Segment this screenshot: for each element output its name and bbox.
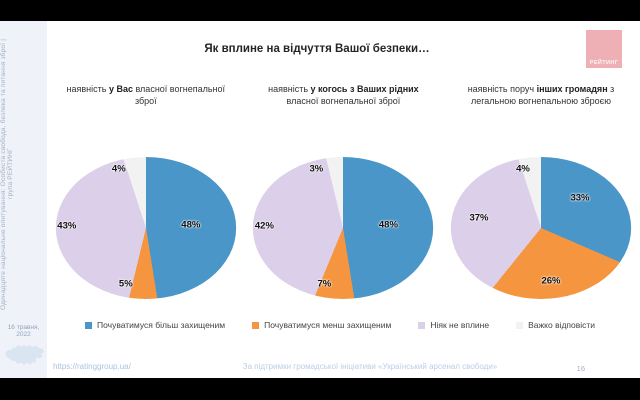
pie-area: 33% 26% 37% 4% <box>442 137 640 319</box>
ukraine-map <box>5 345 45 365</box>
presentation-slide: Одинадцяте національне опитування: Особи… <box>0 21 640 378</box>
sidebar: Одинадцяте національне опитування: Особи… <box>0 21 47 378</box>
footer-website-link[interactable]: https://ratinggroup.ua/ <box>53 362 131 371</box>
chart-subtitle: наявність поруч інших громадян з легальн… <box>467 84 615 107</box>
chart-subtitle: наявність у Вас власної вогнепальної збр… <box>66 84 226 107</box>
pie-area: 48% 7% 42% 3% <box>245 137 443 319</box>
slice-label-more-safe: 48% <box>181 219 201 231</box>
legend-label: Ніяк не вплине <box>430 320 490 330</box>
slice-label-no-effect: 42% <box>254 220 274 232</box>
rating-group-logo: РЕЙТИНГ <box>586 30 622 68</box>
pie-chart-own-weapon: наявність у Вас власної вогнепальної збр… <box>47 79 245 319</box>
slice-label-hard-to-say: 4% <box>111 163 126 175</box>
slice-label-more-safe: 48% <box>378 219 398 231</box>
charts-row: наявність у Вас власної вогнепальної збр… <box>47 79 640 319</box>
legend-swatch-gray <box>516 321 524 329</box>
footer-support-text: За підтримки громадської ініціативи «Укр… <box>242 362 498 371</box>
chart-legend: Почуватимуся більш захищеним Почуватимус… <box>85 320 605 330</box>
slide-title: Як вплине на відчуття Вашої безпеки… <box>204 43 430 55</box>
legend-label: Важко відповісти <box>528 320 596 330</box>
legend-item-hard-to-say: Важко відповісти <box>516 320 595 330</box>
legend-label: Почуватимуся менш захищеним <box>264 320 392 330</box>
legend-swatch-orange <box>252 321 260 329</box>
legend-swatch-lavender <box>418 321 426 329</box>
pie-citizens-weapon <box>450 157 632 299</box>
slice-label-less-safe: 5% <box>118 278 133 290</box>
rating-group-logo-text: РЕЙТИНГ <box>589 60 619 66</box>
pie-own-weapon <box>55 157 236 299</box>
legend-label: Почуватимуся більш захищеним <box>97 320 226 330</box>
legend-swatch-blue <box>85 321 92 329</box>
slice-label-hard-to-say: 4% <box>516 163 530 175</box>
legend-item-more-safe: Почуватимуся більш захищеним <box>85 320 225 330</box>
slice-label-more-safe: 33% <box>570 192 590 204</box>
legend-item-less-safe: Почуватимуся менш захищеним <box>252 320 391 330</box>
slice-label-less-safe: 26% <box>541 275 561 287</box>
slice-label-no-effect: 43% <box>57 220 77 232</box>
sidebar-survey-title: Одинадцяте національне опитування: Особи… <box>0 38 14 310</box>
slice-label-hard-to-say: 3% <box>309 163 324 175</box>
survey-date: 16 травня, 2022 <box>7 324 40 338</box>
slice-label-no-effect: 37% <box>469 212 489 224</box>
legend-item-no-effect: Ніяк не вплине <box>418 320 489 330</box>
pie-chart-citizens-weapon: наявність поруч інших громадян з легальн… <box>442 79 640 319</box>
pie-area: 48% 5% 43% 4% <box>47 137 245 319</box>
page-number: 16 <box>576 364 585 373</box>
chart-subtitle: наявність у когось з Ваших рідних власно… <box>268 84 419 107</box>
pie-chart-relatives-weapon: наявність у когось з Ваших рідних власно… <box>245 79 443 319</box>
pie-relatives-weapon <box>253 157 434 299</box>
slice-label-less-safe: 7% <box>317 278 332 290</box>
